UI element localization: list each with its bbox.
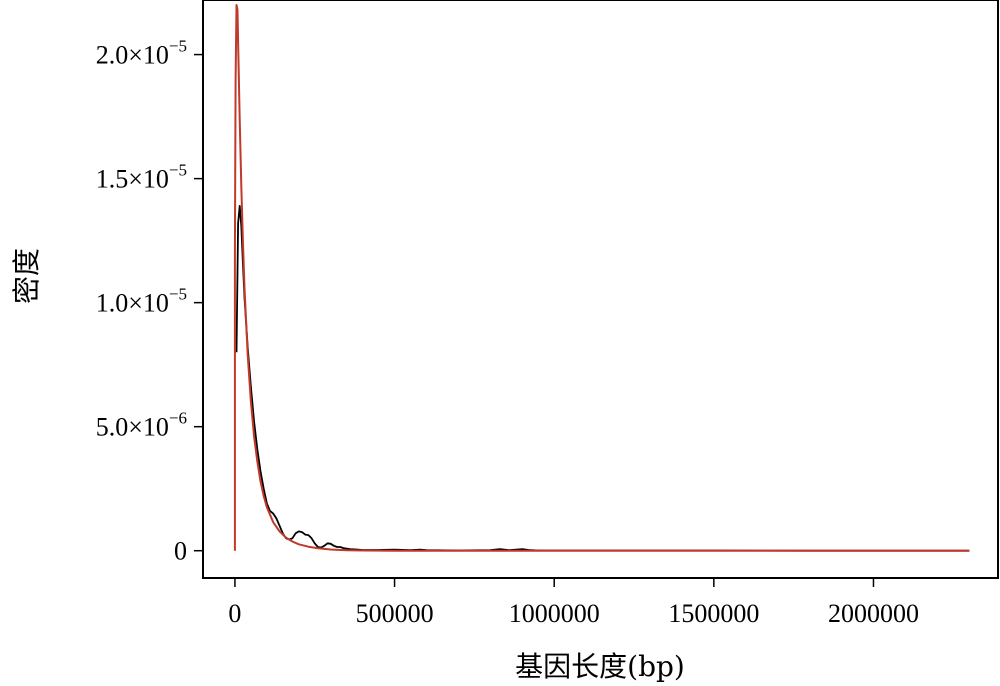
y-tick-label: 2.0×10−5 (96, 37, 187, 70)
y-tick-exponent: −5 (169, 161, 187, 180)
x-tick-label: 500000 (356, 599, 434, 628)
plot-frame (202, 0, 999, 579)
y-tick-label: 1.0×10−5 (96, 285, 187, 318)
empirical-density-line (235, 204, 970, 552)
y-tick-mantissa: 0 (174, 537, 187, 566)
series-layer (233, 4, 970, 552)
x-tick-label: 0 (228, 599, 241, 628)
y-tick-mantissa: 2.0×10 (96, 41, 169, 70)
y-tick-mantissa: 1.5×10 (96, 165, 169, 194)
y-tick-label: 0 (174, 537, 187, 566)
y-tick-label: 5.0×10−6 (96, 409, 187, 442)
x-tick-label: 1500000 (668, 599, 759, 628)
y-tick-exponent: −6 (169, 409, 187, 428)
y-tick-exponent: −5 (169, 285, 187, 304)
y-axis: 05.0×10−61.0×10−51.5×10−52.0×10−5 (96, 37, 203, 566)
fitted-density-line (233, 4, 970, 552)
y-tick-mantissa: 1.0×10 (96, 289, 169, 318)
x-axis: 0 500000 1000000 1500000 2000000 (228, 578, 919, 628)
x-tick-label: 1000000 (509, 599, 600, 628)
y-tick-label: 1.5×10−5 (96, 161, 187, 194)
y-axis-title: 密度 (10, 248, 43, 304)
x-axis-title: 基因长度(bp) (515, 650, 685, 683)
y-tick-mantissa: 5.0×10 (96, 413, 169, 442)
x-tick-label: 2000000 (828, 599, 919, 628)
y-tick-exponent: −5 (169, 37, 187, 56)
